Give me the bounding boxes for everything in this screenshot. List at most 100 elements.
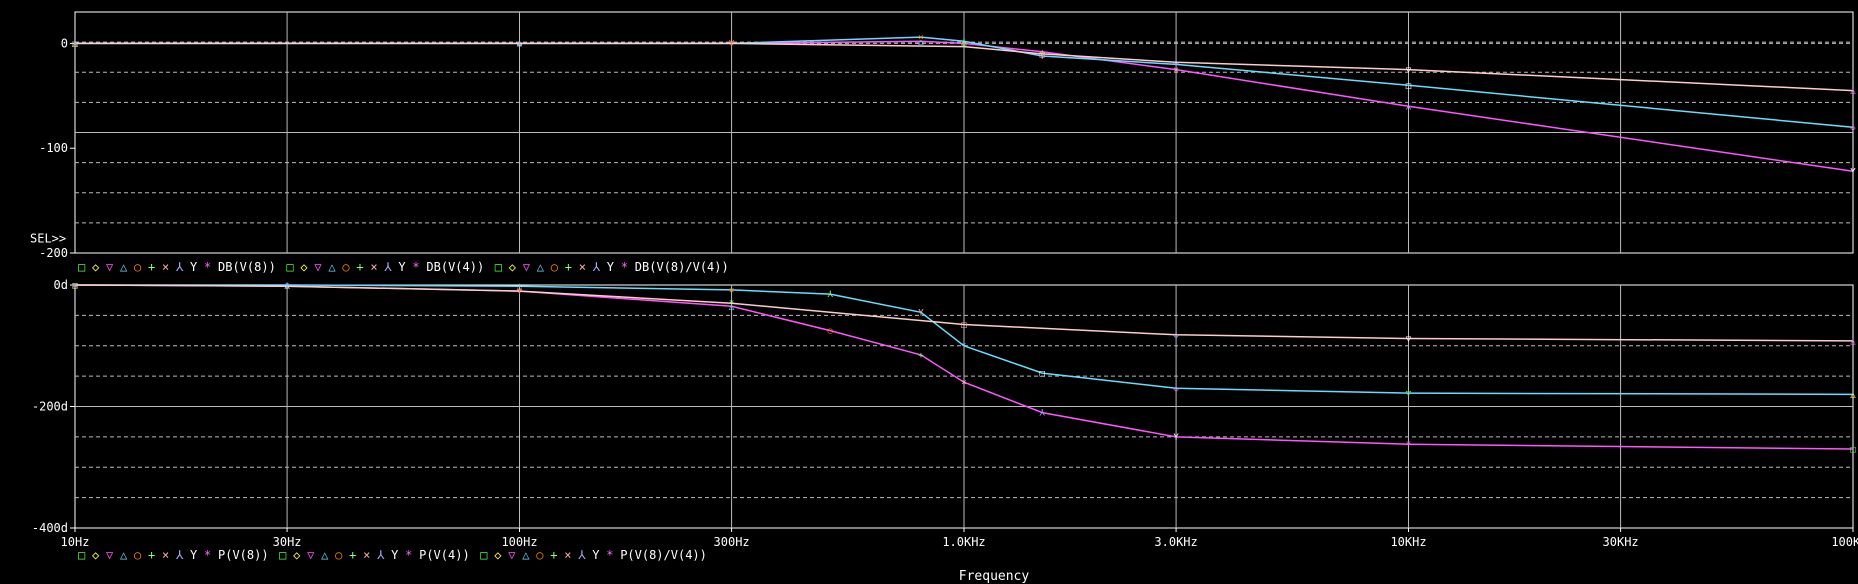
- series-point-marker: ▽: [1406, 66, 1412, 76]
- x-tick-label: 100KHz: [1831, 535, 1858, 549]
- series-point-marker: ⅄: [960, 37, 967, 47]
- series-point-marker: □: [961, 320, 967, 330]
- series-point-marker: △: [72, 39, 78, 49]
- y-tick-label: -100: [39, 141, 68, 155]
- x-tick-label: 3.0KHz: [1154, 535, 1197, 549]
- legend-marker-symbol: ○: [134, 548, 141, 562]
- series-point-marker: ⅄: [826, 290, 833, 300]
- series-point-marker: *: [961, 43, 966, 53]
- x-tick-label: 300Hz: [714, 535, 750, 549]
- legend-marker-symbol: ○: [335, 548, 342, 562]
- series-point-marker: □: [1040, 369, 1046, 379]
- series-point-marker: Y: [918, 308, 924, 318]
- legend-marker-symbol: ×: [162, 548, 169, 562]
- series-point-marker: *: [729, 299, 734, 309]
- legend-marker-symbol: ×: [564, 548, 571, 562]
- series-point-marker: △: [1850, 87, 1856, 97]
- series-point-marker: ▽: [1406, 389, 1412, 399]
- legend-marker-symbol: ▽: [523, 260, 531, 274]
- legend-marker-symbol: ⅄: [383, 260, 392, 274]
- series-point-marker: Y: [517, 287, 523, 297]
- series-point-marker: □: [72, 39, 78, 49]
- legend-marker-symbol: ◇: [92, 260, 100, 274]
- series-point-marker: ◇: [1173, 58, 1179, 68]
- legend-marker-symbol: △: [120, 548, 128, 562]
- series-point-marker: *: [961, 342, 966, 352]
- legend-marker-symbol: ◇: [300, 260, 308, 274]
- series-point-marker: ⅄: [1039, 409, 1046, 419]
- series-point-marker: Y: [729, 39, 735, 49]
- series-point-marker: ◇: [517, 39, 523, 49]
- series-point-marker: ▽: [1406, 334, 1412, 344]
- series-line-p-v-4--: [75, 284, 1854, 396]
- x-tick-label: 10Hz: [61, 535, 90, 549]
- legend-marker-symbol: △: [328, 260, 336, 274]
- series-point-marker: +: [517, 282, 523, 292]
- y-tick-label: -200: [39, 246, 68, 260]
- series-point-marker: □: [1850, 445, 1856, 455]
- series-point-marker: △: [729, 302, 735, 312]
- legend-marker-symbol: □: [495, 260, 502, 274]
- legend-series-name: P(V(4)): [419, 548, 470, 562]
- series-point-marker: ◇: [1173, 331, 1179, 341]
- legend-marker-symbol: +: [148, 260, 155, 274]
- legend-series-name: P(V(8)): [218, 548, 269, 562]
- legend-marker-symbol: ×: [162, 260, 169, 274]
- series-point-marker: +: [918, 351, 924, 361]
- legend-marker-symbol: ×: [363, 548, 370, 562]
- legend-marker-symbol: △: [120, 260, 128, 274]
- series-point-marker: Y: [1173, 433, 1179, 443]
- x-tick-label: 1.0KHz: [942, 535, 985, 549]
- series-point-marker: Y: [1850, 167, 1856, 177]
- y-tick-label: 0: [61, 36, 68, 50]
- legend-marker-symbol: ×: [579, 260, 586, 274]
- legend-marker-symbol: *: [606, 548, 613, 562]
- series-point-marker: ◇: [284, 282, 290, 292]
- legend-marker-symbol: ⅄: [175, 260, 184, 274]
- legend-marker-symbol: ◇: [293, 548, 301, 562]
- x-tick-label: 30KHz: [1603, 535, 1639, 549]
- legend-marker-symbol: Y: [607, 260, 615, 274]
- legend-marker-symbol: ○: [342, 260, 349, 274]
- series-point-marker: ◇: [1173, 384, 1179, 394]
- series-point-marker: △: [1850, 337, 1856, 347]
- legend-marker-symbol: *: [405, 548, 412, 562]
- legend-marker-symbol: ×: [370, 260, 377, 274]
- legend-marker-symbol: ▽: [106, 548, 114, 562]
- legend-marker-symbol: *: [412, 260, 419, 274]
- legend-marker-symbol: □: [78, 260, 85, 274]
- series-point-marker: ▽: [729, 39, 735, 49]
- legend-marker-symbol: *: [621, 260, 628, 274]
- legend-marker-symbol: +: [356, 260, 363, 274]
- legend-marker-symbol: Y: [398, 260, 406, 274]
- legend-marker-symbol: △: [321, 548, 329, 562]
- series-point-marker: ×: [961, 378, 966, 388]
- x-tick-label: 10KHz: [1390, 535, 1426, 549]
- legend-marker-symbol: *: [204, 548, 211, 562]
- legend-marker-symbol: ○: [536, 548, 543, 562]
- legend-marker-symbol: ⅄: [577, 548, 586, 562]
- legend-series-name: DB(V(8)/V(4)): [635, 260, 729, 274]
- y-tick-label: -400d: [32, 521, 68, 535]
- series-point-marker: △: [918, 37, 924, 47]
- series-point-marker: Y: [1040, 52, 1046, 62]
- legend-marker-symbol: ⅄: [376, 548, 385, 562]
- legend-series-name: P(V(8)/V(4)): [620, 548, 707, 562]
- legend-marker-symbol: Y: [190, 260, 198, 274]
- series-point-marker: ×: [1173, 66, 1178, 76]
- x-tick-label: 100Hz: [501, 535, 537, 549]
- legend-marker-symbol: ▽: [307, 548, 315, 562]
- series-point-marker: ⅄: [283, 282, 290, 292]
- series-point-marker: ×: [918, 33, 923, 43]
- series-point-marker: +: [729, 39, 735, 49]
- legend-marker-symbol: ◇: [494, 548, 502, 562]
- legend-marker-symbol: △: [537, 260, 545, 274]
- series-point-marker: *: [1173, 60, 1178, 70]
- legend-marker-symbol: +: [349, 548, 356, 562]
- series-point-marker: ×: [729, 286, 734, 296]
- series-point-marker: ×: [72, 39, 77, 49]
- series-point-marker: ◇: [1850, 123, 1856, 133]
- series-point-marker: ○: [517, 39, 523, 49]
- series-point-marker: △: [72, 281, 78, 291]
